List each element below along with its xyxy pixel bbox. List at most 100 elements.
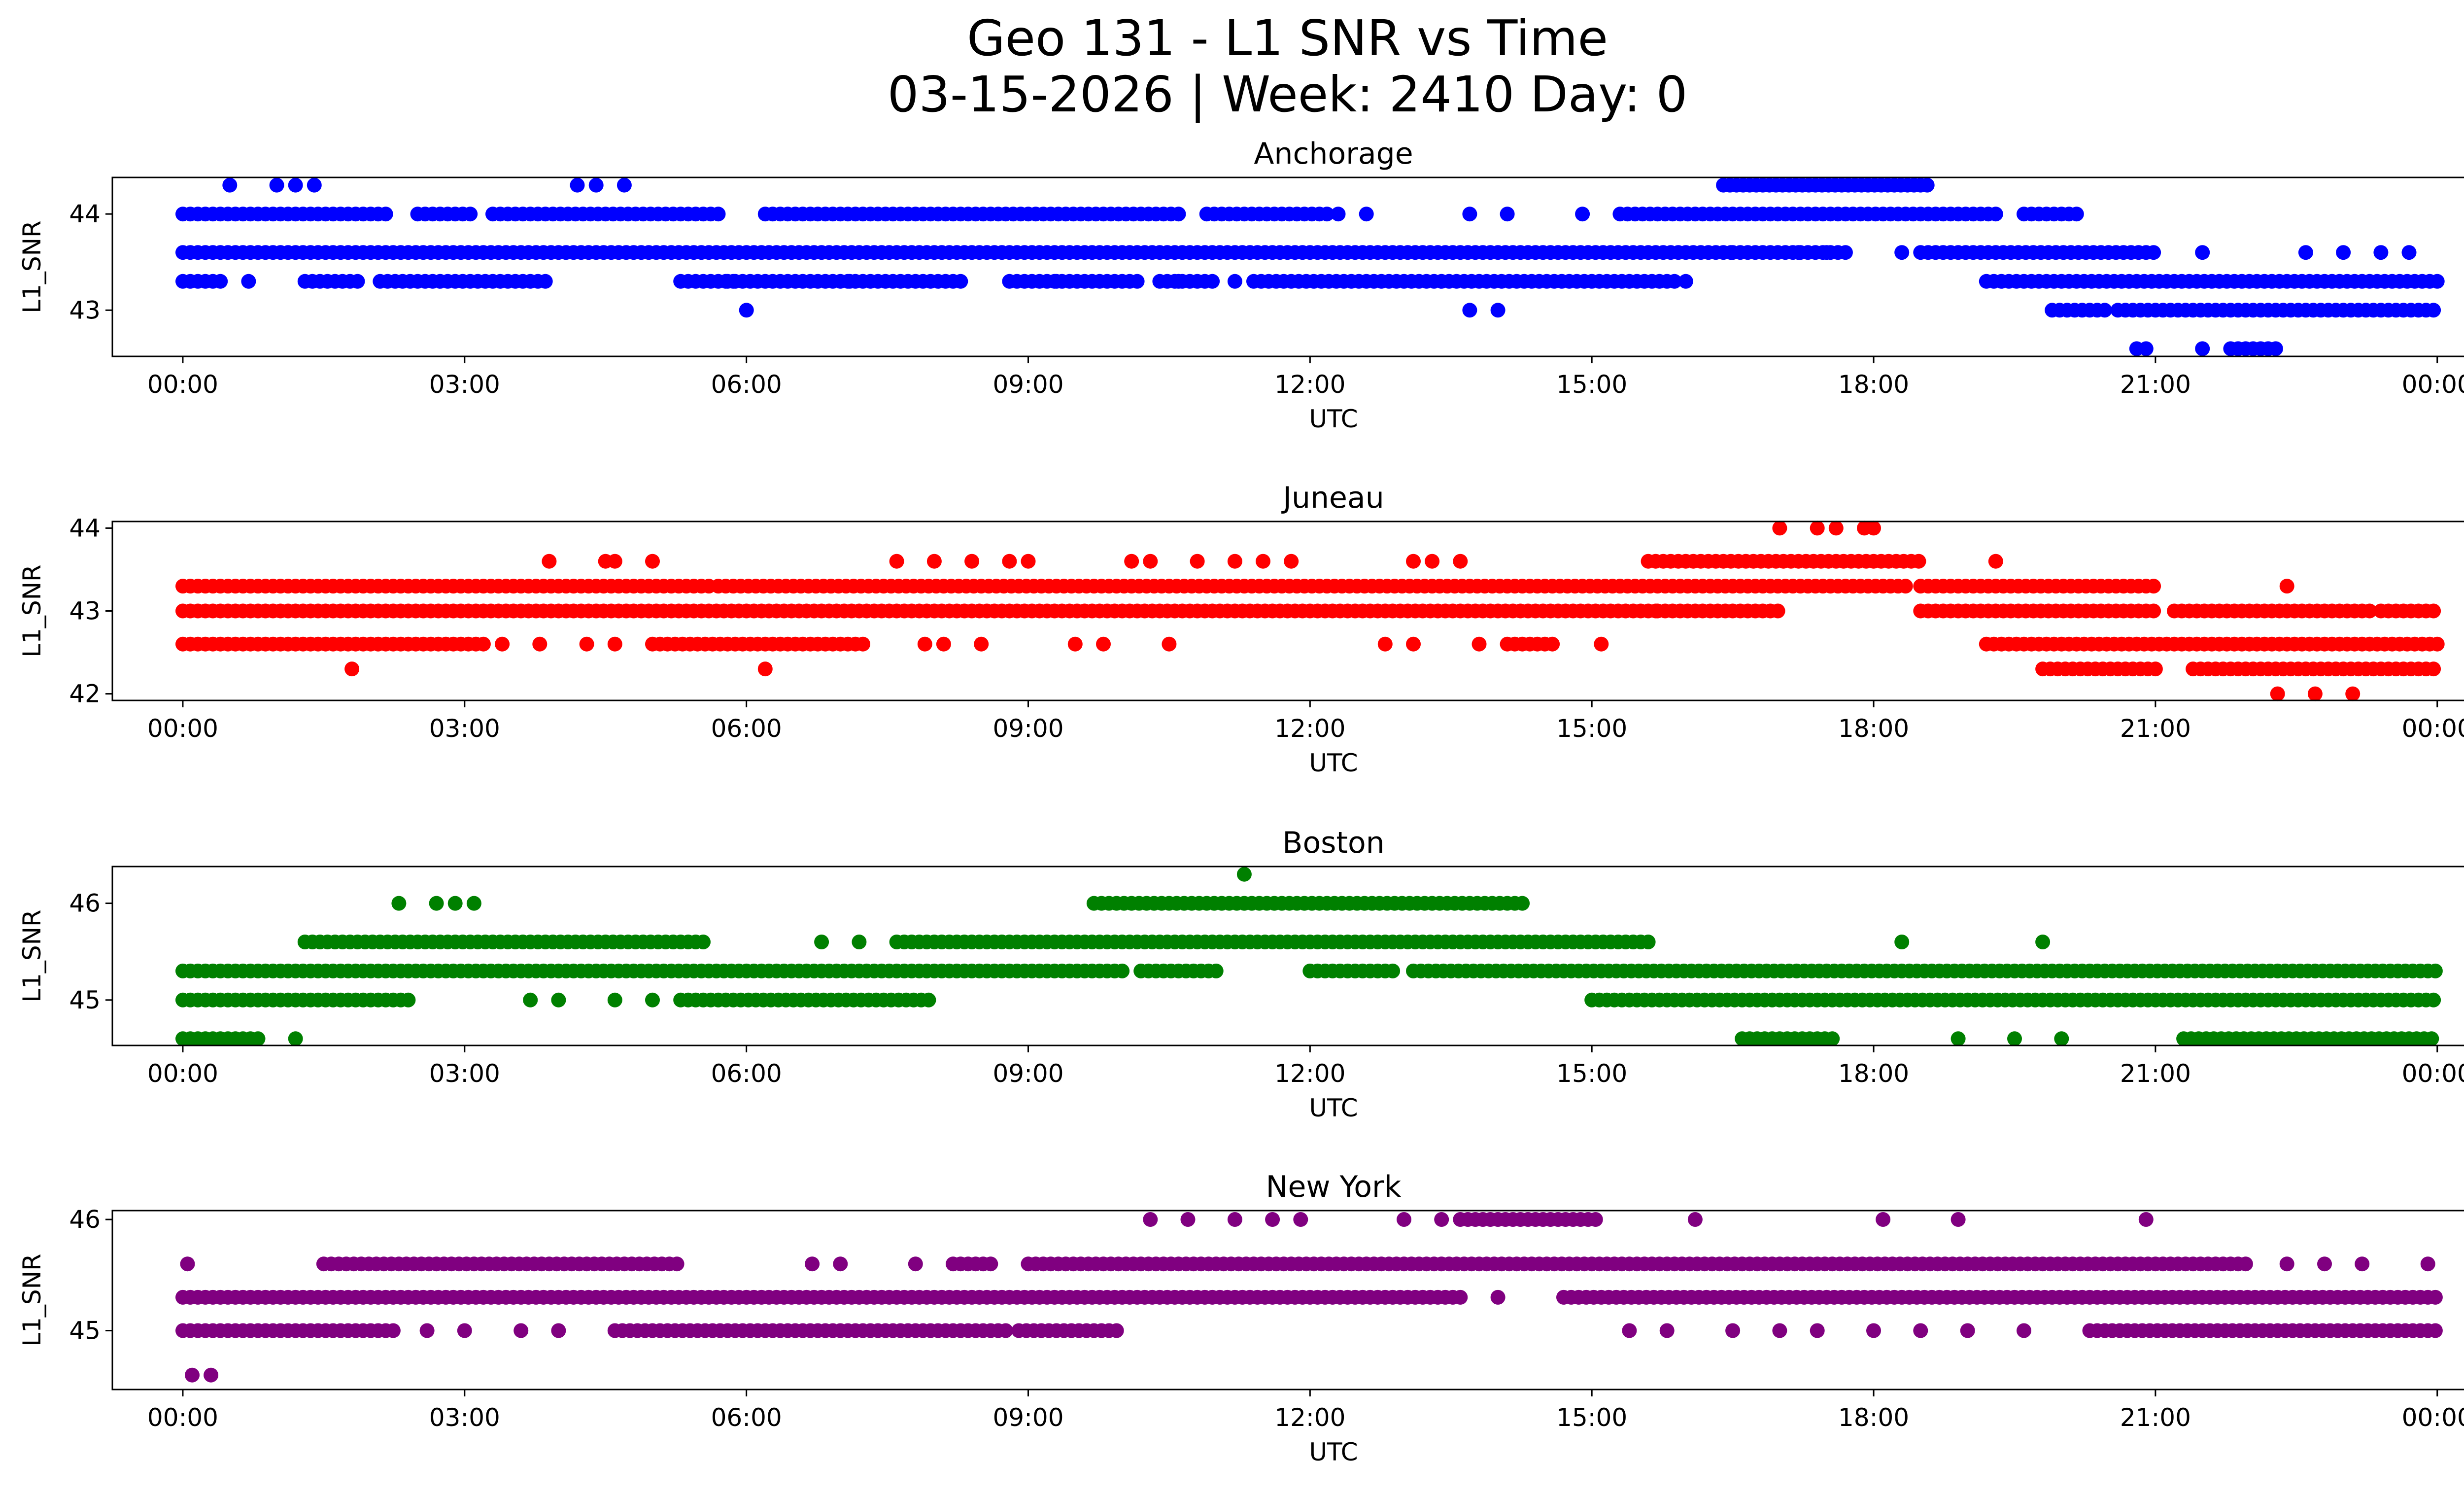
data-point [2054,1031,2069,1046]
data-point [1659,1323,1675,1338]
data-point [889,554,904,569]
data-point [1575,207,1590,222]
data-point [241,274,256,289]
data-point [344,661,360,677]
x-tick-label: 21:00 [2120,370,2191,399]
data-point [856,636,870,652]
x-tick-label: 18:00 [1838,1059,1909,1088]
data-point [739,303,754,318]
subplot-title: Boston [1282,826,1384,860]
data-point [1866,521,1881,536]
data-point [1180,1212,1196,1227]
data-point [2146,245,2161,260]
data-point [757,661,773,677]
data-point [2428,1289,2443,1305]
x-tick-label: 18:00 [1838,1403,1909,1432]
data-point [2336,245,2351,260]
data-point [2238,1256,2253,1272]
data-point [1319,207,1335,222]
data-point [269,177,284,193]
scatter-points [175,177,2445,356]
data-point [2268,341,2283,356]
data-point [1143,554,1158,569]
data-point [1678,274,1693,289]
data-point [1143,1212,1158,1227]
data-point [532,636,548,652]
subplot-anchorage: Anchorage 43 44 00:00 03:00 06:00 09:00 12:00 15… [18,137,2464,433]
data-point [1067,636,1083,652]
data-point [1129,274,1145,289]
data-point [1866,1323,1881,1338]
data-point [579,636,594,652]
x-tick-label: 12:00 [1274,1403,1345,1432]
axes-frame [111,1210,2464,1391]
data-point [1406,636,1421,652]
data-point [2426,992,2441,1008]
x-axis-label: UTC [1309,749,1358,777]
y-tick-label: 44 [69,514,101,542]
x-tick-label: 06:00 [711,1403,782,1432]
data-point [1331,207,1346,222]
data-point [2138,1212,2154,1227]
data-point [1293,1212,1308,1227]
data-point [2017,1323,2031,1338]
subplot-title: Anchorage [1254,137,1413,171]
data-point [1453,1289,1468,1305]
data-point [350,274,365,289]
data-point [852,935,867,949]
x-tick-label: 03:00 [429,370,500,399]
x-tick-label: 09:00 [992,1403,1063,1432]
data-point [607,992,622,1008]
y-tick-label: 46 [69,1205,101,1234]
x-tick-label: 09:00 [992,1059,1063,1088]
x-tick-label: 00:00 [2402,1403,2464,1432]
data-point [1265,1212,1280,1227]
data-point [833,1256,848,1272]
scatter-points [175,1212,2443,1383]
data-point [495,636,510,652]
x-tick-label: 00:00 [2402,370,2464,399]
subplot-title: New York [1266,1170,1402,1204]
data-point [1205,274,1220,289]
data-point [222,177,238,193]
data-point [2298,245,2313,260]
data-point [288,177,303,193]
axes-frame [111,866,2464,1046]
data-point [2426,303,2441,318]
data-point [1588,1212,1603,1227]
data-point [307,177,322,193]
data-point [1515,896,1530,911]
data-point [288,1031,303,1046]
data-point [1960,1323,1975,1338]
x-tick-label: 15:00 [1556,714,1627,743]
data-point [1913,1323,1928,1338]
data-point [1919,177,1935,193]
data-point [2373,245,2389,260]
data-point [953,274,968,289]
data-point [1453,554,1468,569]
data-point [1490,303,1506,318]
data-point [180,1256,195,1272]
data-point [463,207,478,222]
data-point [2355,1256,2370,1272]
subplot-new-york: New York 45 46 00:00 03:00 06:00 09:00 12:00 15:… [18,1170,2464,1466]
data-point [2345,686,2361,701]
data-point [1898,579,1913,594]
data-point [250,1031,266,1046]
data-point [805,1256,820,1272]
data-point [908,1256,923,1272]
data-point [1951,1031,1966,1046]
y-tick-label: 45 [69,1317,101,1345]
data-point [588,177,604,193]
data-point [2362,603,2377,619]
data-point [842,274,857,289]
subplot-juneau: Juneau 42 43 44 00:00 03:00 06:00 09:00 12:00 15:… [18,481,2464,777]
data-point [385,1323,401,1338]
figure-title: Geo 131 - L1 SNR vs Time [967,9,1608,67]
data-point [1115,963,1130,978]
data-point [1911,554,1926,569]
data-point [429,896,444,911]
data-point [466,896,481,911]
data-point [1406,554,1421,569]
data-point [616,177,632,193]
